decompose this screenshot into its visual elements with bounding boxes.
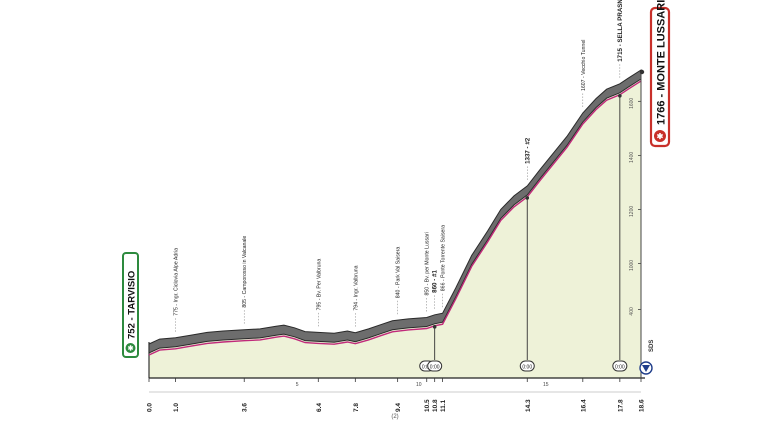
time-check-label: 0:00 — [430, 365, 440, 371]
finish-brand-label: SDS — [649, 340, 655, 352]
km-minor-label: 10 — [416, 382, 422, 388]
finish-badge — [649, 6, 671, 148]
start-badge-icon-glyph: ✱ — [128, 345, 134, 353]
start-badge-icon — [125, 343, 136, 353]
time-check-label: 0:00 — [522, 365, 532, 371]
km-minor-label: 5 — [296, 382, 299, 388]
start-badge — [122, 252, 139, 358]
finish-badge-icon — [654, 130, 666, 142]
km-tick-label: 18.6 — [639, 399, 646, 412]
waypoint-label: 805 - Camporosso in Valcanale — [242, 236, 248, 308]
time-check-badge — [612, 360, 628, 372]
km-tick-label: 1.0 — [173, 403, 180, 412]
finish-summit-dot — [639, 69, 645, 75]
km-tick-label: 10.8 — [432, 399, 439, 412]
km-tick-label: 9.4 — [395, 403, 402, 412]
profile-fill-area — [149, 70, 641, 378]
waypoint-label: 775 - Ingr. Ciclovia Alpe Adria — [173, 248, 179, 316]
waypoint-label: 795 - Bv. Per Valbruna — [316, 259, 322, 311]
km-tick-label: 0.0 — [147, 403, 154, 412]
km-minor-label: 15 — [543, 382, 549, 388]
waypoint-label: 850 - Bv. per Monte Lussari — [425, 232, 431, 295]
altitude-tick-label: 400 — [629, 307, 635, 316]
time-check-label: 0:00 — [422, 365, 432, 371]
waypoint-label: 840 - Park Val Saisera — [396, 247, 402, 299]
km-tick-label: 6.4 — [316, 403, 323, 412]
waypoint-label: 866 - Ponte Torrente Saisera — [441, 225, 447, 291]
time-check-label: 0:00 — [615, 365, 625, 371]
km-tick-label: 17.8 — [617, 399, 624, 412]
km-tick-label: 3.6 — [242, 403, 249, 412]
start-label: 752 - TARVISIO — [127, 271, 138, 339]
time-check-badge — [519, 360, 535, 372]
waypoint-label: 1337 - #2 — [524, 137, 531, 164]
waypoint-dot — [432, 325, 437, 329]
finish-badge-icon-glyph: ✱ — [657, 132, 664, 141]
waypoint-dot — [525, 196, 530, 200]
altitude-tick-label: 1400 — [629, 152, 635, 163]
km-tick-label: 16.4 — [580, 399, 587, 412]
altitude-tick-label: 1600 — [629, 98, 635, 109]
km-tick-label: 7.8 — [353, 403, 360, 412]
waypoint-label: 794 - Ingr. Valbruna — [353, 265, 359, 310]
profile-pink-line — [148, 80, 642, 356]
finish-label: 1766 - MONTE LUSSARI — [656, 0, 668, 125]
finish-arrow-icon — [642, 365, 650, 372]
waypoint-label: 1715 - SELLA PRASNIG — [617, 0, 624, 62]
km-tick-label: 11.1 — [440, 399, 447, 412]
waypoint-label: 1607 - Vecchio Tunnel — [581, 40, 587, 91]
altitude-tick-label: 1200 — [629, 206, 635, 217]
km-tick-label: 10.5 — [424, 399, 431, 412]
km-tick-label: 14.3 — [525, 399, 532, 412]
altitude-tick-label: 1000 — [629, 260, 635, 271]
time-check-badge — [427, 360, 443, 372]
km-range-label: (2) — [391, 414, 398, 420]
waypoint-dot — [618, 93, 622, 98]
waypoint-label: 860 - #1 — [432, 270, 439, 293]
